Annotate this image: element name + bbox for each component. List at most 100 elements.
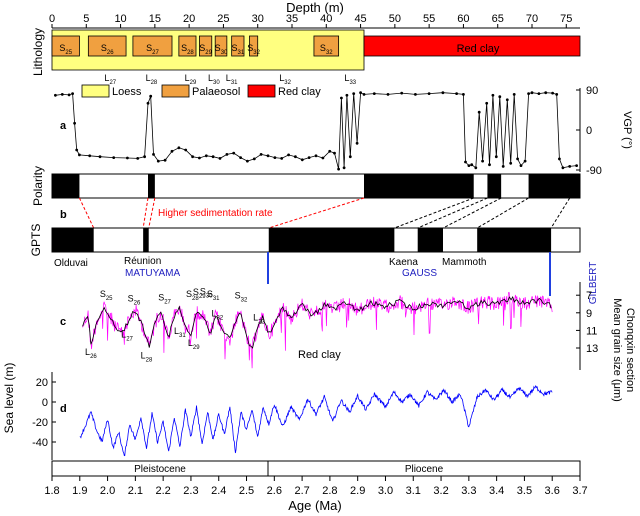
- loess-label: L29: [185, 73, 197, 86]
- vgp-point: [126, 156, 129, 160]
- vgp-point: [225, 153, 229, 156]
- loess-curve-label: L26: [85, 347, 97, 360]
- age-tick-label: 2.9: [350, 485, 365, 497]
- red-clay-grain-label: Red clay: [298, 349, 341, 361]
- vgp-point: [294, 155, 297, 159]
- palaeosol-layer: [199, 35, 213, 57]
- epoch-pleistocene: Pleistocene: [134, 464, 186, 475]
- vgp-point: [71, 92, 74, 95]
- depth-tick-label: 65: [492, 13, 504, 25]
- vgp-point: [75, 148, 79, 152]
- vgp-point: [352, 92, 356, 95]
- polarity-normal-interval: [528, 174, 580, 198]
- vgp-point: [204, 154, 208, 158]
- depth-tick-label: 0: [49, 13, 55, 25]
- vgp-point: [340, 96, 343, 100]
- vgp-point: [491, 93, 495, 97]
- vgp-point: [252, 157, 256, 161]
- vgp-point: [307, 156, 311, 160]
- depth-axis: Depth (m) 0 5 10 15 20 25 30 35 40 45 50 55 60 65 70 75: [49, 0, 580, 29]
- gpts-panel: GPTS Olduvai Réunion Kaena Mammoth MATUY…: [29, 224, 599, 305]
- age-tick-label: 2.5: [239, 485, 254, 497]
- vgp-point: [501, 165, 505, 168]
- vgp-point: [544, 91, 548, 95]
- tie-line: [268, 197, 365, 229]
- vgp-point: [485, 101, 489, 105]
- age-tick-label: 3.0: [378, 485, 393, 497]
- vgp-point: [558, 157, 561, 161]
- sea-level-panel: d 20 0 -20 -40 Sea level (m): [2, 363, 553, 460]
- vgp-point: [149, 94, 153, 98]
- loess-curve-label: L31: [174, 326, 186, 339]
- age-tick-label: 1.9: [72, 485, 87, 497]
- vgp-point: [372, 92, 376, 95]
- sea-level-tick-label: -40: [32, 437, 48, 449]
- grain-size-tick-label: 13: [586, 343, 598, 355]
- palaeosol-layer: [313, 35, 340, 57]
- vgp-tick-label: -90: [586, 165, 602, 177]
- vgp-point: [177, 146, 181, 150]
- vgp-point: [414, 93, 417, 96]
- vgp-point: [232, 151, 236, 155]
- vgp-axis-title: VGP (°): [621, 111, 633, 149]
- depth-tick-label: 35: [286, 13, 298, 25]
- chron-matuyama: MATUYAMA: [125, 268, 181, 279]
- panel-label-c: c: [60, 316, 66, 328]
- depth-tick-label: 20: [183, 13, 195, 25]
- event-mammoth: Mammoth: [442, 257, 486, 268]
- vgp-point: [152, 153, 155, 156]
- grain-size-tick-label: 7: [586, 290, 592, 302]
- vgp-point: [266, 154, 270, 158]
- sea-level-tick-label: 20: [36, 377, 48, 389]
- loess-curve-label: L29: [188, 338, 200, 351]
- loess-curve-label: L32: [211, 308, 223, 321]
- tie-line: [394, 197, 474, 229]
- vgp-point: [342, 166, 346, 170]
- polarity-normal-interval: [364, 174, 474, 198]
- depth-tick-label: 55: [423, 13, 435, 25]
- palaeosol-layer: [87, 35, 127, 57]
- vgp-tick-label: 0: [586, 125, 592, 137]
- depth-axis-title: Depth (m): [286, 0, 344, 15]
- age-tick-label: 2.8: [322, 485, 337, 497]
- vgp-point: [467, 164, 471, 168]
- loess-curve-label: L28: [141, 351, 153, 364]
- loess-label: L32: [279, 73, 291, 86]
- age-tick-label: 2.6: [267, 485, 282, 497]
- vgp-point: [481, 159, 484, 163]
- vgp-point: [494, 155, 498, 159]
- vgp-point: [530, 91, 534, 95]
- loess-label: L31: [226, 73, 238, 86]
- grain-size-axis-title: Mean grain size (μm): [611, 298, 623, 402]
- sea-level-line: [79, 385, 553, 457]
- vgp-point: [400, 91, 404, 95]
- depth-tick-label: 30: [252, 13, 264, 25]
- vgp-point: [191, 155, 195, 159]
- vgp-point: [218, 157, 222, 160]
- vgp-point: [273, 156, 277, 160]
- age-axis: 1.8 1.9 2.0 2.1 2.2 2.3 2.4 2.5 2.6 2.7 2.8 2.9 3.0 3…: [44, 475, 588, 513]
- vgp-point: [519, 164, 523, 168]
- legend-swatch-red-clay: [247, 84, 276, 98]
- red-clay-layer: [363, 35, 581, 57]
- grain-size-panel: c 7 9 11 13 Mean grain size (μm) Chonqxin s…: [60, 282, 636, 402]
- red-clay-lithology-label: Red clay: [457, 43, 500, 55]
- vgp-point: [328, 149, 332, 153]
- vgp-point: [512, 93, 516, 96]
- polarity-normal-interval: [52, 174, 80, 198]
- vgp-point: [555, 93, 559, 96]
- vgp-point: [280, 157, 284, 160]
- lithology-panel: Lithology S25 S26 S27 S28 S29 S30 S31 S32 S32L27…: [31, 28, 581, 98]
- vgp-point: [498, 95, 502, 99]
- depth-tick-label: 70: [526, 13, 538, 25]
- vgp-point: [505, 98, 509, 102]
- grain-size-axis-subtitle: Chonqxin section: [624, 308, 636, 392]
- vgp-point: [462, 93, 465, 96]
- panel-label-d: d: [60, 403, 67, 415]
- vgp-point: [60, 93, 64, 96]
- vgp-point: [246, 159, 249, 163]
- legend-label-palaeosol: Palaeosol: [192, 86, 240, 98]
- vgp-point: [537, 92, 541, 95]
- epoch-bar: Pleistocene Pliocene: [51, 460, 581, 477]
